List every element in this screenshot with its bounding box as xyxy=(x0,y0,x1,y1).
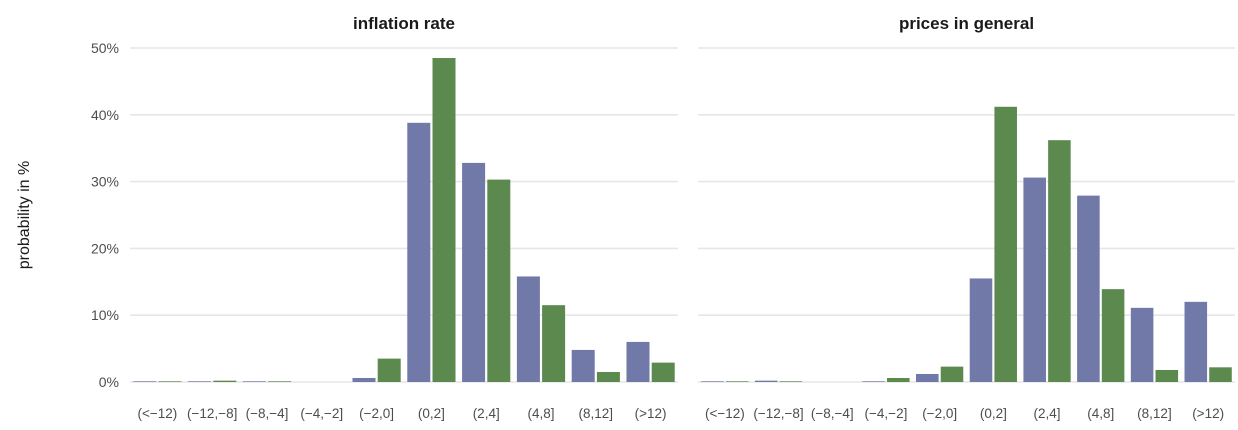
x-tick-label: (−8,−4] xyxy=(246,406,289,421)
bar xyxy=(754,380,778,382)
x-tick-label: (−12,−8] xyxy=(187,406,237,421)
x-tick-label: (0,2] xyxy=(980,406,1007,421)
bar xyxy=(916,373,939,382)
bar xyxy=(571,349,595,382)
bar xyxy=(862,381,885,382)
x-tick-label: (−12,−8] xyxy=(753,406,803,421)
y-tick-label: 40% xyxy=(91,107,119,123)
panel-title: prices in general xyxy=(899,14,1034,33)
panel-title: inflation rate xyxy=(353,14,455,33)
x-tick-label: (−4,−2] xyxy=(865,406,908,421)
bar xyxy=(188,381,212,382)
x-tick-label: (−4,−2] xyxy=(300,406,343,421)
x-tick-label: (2,4] xyxy=(473,406,500,421)
bar xyxy=(158,381,182,382)
x-tick-label: (>12) xyxy=(635,406,667,421)
y-tick-label: 0% xyxy=(99,374,119,390)
bar xyxy=(542,305,566,382)
panel-1: inflation rate (<−12) (−12,−8] (−8,−4] (−4,−… xyxy=(130,14,678,421)
bar xyxy=(596,371,620,382)
bar xyxy=(1184,301,1208,382)
bar xyxy=(242,381,266,382)
panel-2: prices in general (<−12) (−12,−8] (−8,−4] (−… xyxy=(698,14,1235,421)
bar xyxy=(1077,195,1100,382)
x-tick-label: (4,8] xyxy=(1087,406,1114,421)
bar xyxy=(213,380,237,382)
y-tick-label: 50% xyxy=(91,40,119,56)
bar xyxy=(1130,307,1154,382)
bar xyxy=(487,179,511,382)
bar xyxy=(779,381,803,382)
bar xyxy=(725,381,749,382)
x-tick-label: (−8,−4] xyxy=(811,406,854,421)
bar xyxy=(377,358,401,382)
x-tick-label: (8,12] xyxy=(1137,406,1172,421)
bar xyxy=(701,381,724,382)
bar xyxy=(1209,367,1232,382)
x-tick-label: (4,8] xyxy=(527,406,554,421)
bar xyxy=(462,162,486,382)
x-tick-label: (2,4] xyxy=(1034,406,1061,421)
x-tick-label: (0,2] xyxy=(418,406,445,421)
y-tick-label: 10% xyxy=(91,307,119,323)
y-tick-label: 30% xyxy=(91,174,119,190)
bar xyxy=(407,122,431,382)
chart-panels: 0% 10% 20% 30% 40% 50% inflation rate (<−12) (−1… xyxy=(91,14,1235,421)
bar xyxy=(1048,140,1071,382)
bar xyxy=(969,278,993,382)
x-tick-label: (>12) xyxy=(1192,406,1224,421)
y-tick-label: 20% xyxy=(91,240,119,256)
bar xyxy=(516,276,540,382)
bar xyxy=(352,377,376,382)
bar xyxy=(1101,289,1125,382)
bar xyxy=(1155,369,1179,382)
bar xyxy=(268,381,292,382)
bar xyxy=(626,341,650,382)
x-tick-label: (−2,0] xyxy=(922,406,957,421)
x-tick-label: (−2,0] xyxy=(359,406,394,421)
x-tick-label: (8,12] xyxy=(579,406,614,421)
x-tick-label: (<−12) xyxy=(705,406,745,421)
bar xyxy=(133,381,157,382)
y-axis-label: probability in % xyxy=(16,161,33,270)
x-tick-label: (<−12) xyxy=(138,406,178,421)
bar xyxy=(1023,177,1046,382)
bar xyxy=(994,106,1017,382)
bar xyxy=(940,366,964,382)
bar xyxy=(432,58,456,383)
bar xyxy=(651,362,675,382)
bar xyxy=(887,377,910,382)
